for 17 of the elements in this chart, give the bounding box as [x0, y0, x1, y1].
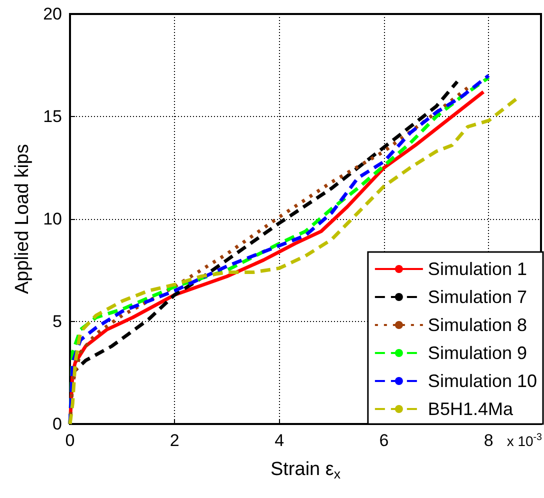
- y-tick-label: 15: [43, 107, 62, 126]
- legend-label: B5H1.4Ma: [428, 399, 514, 419]
- x-tick-label: 2: [170, 431, 180, 450]
- x-tick-label: 0: [65, 431, 75, 450]
- legend-label: Simulation 8: [428, 315, 527, 335]
- y-tick-label: 0: [52, 414, 62, 434]
- y-tick-label: 10: [43, 210, 62, 228]
- legend-label: Simulation 7: [428, 287, 527, 307]
- x-tick-label: 6: [379, 431, 389, 450]
- x-tick-label: 8: [484, 431, 494, 450]
- legend-label: Simulation 9: [428, 343, 527, 363]
- y-tick-label: 5: [52, 312, 62, 331]
- legend-label: Simulation 1: [428, 259, 527, 279]
- y-axis-title: Applied Load kips: [12, 144, 33, 294]
- y-tick-label: 20: [43, 4, 62, 24]
- x-tick-label: 4: [274, 431, 284, 450]
- legend-label: Simulation 10: [428, 371, 538, 391]
